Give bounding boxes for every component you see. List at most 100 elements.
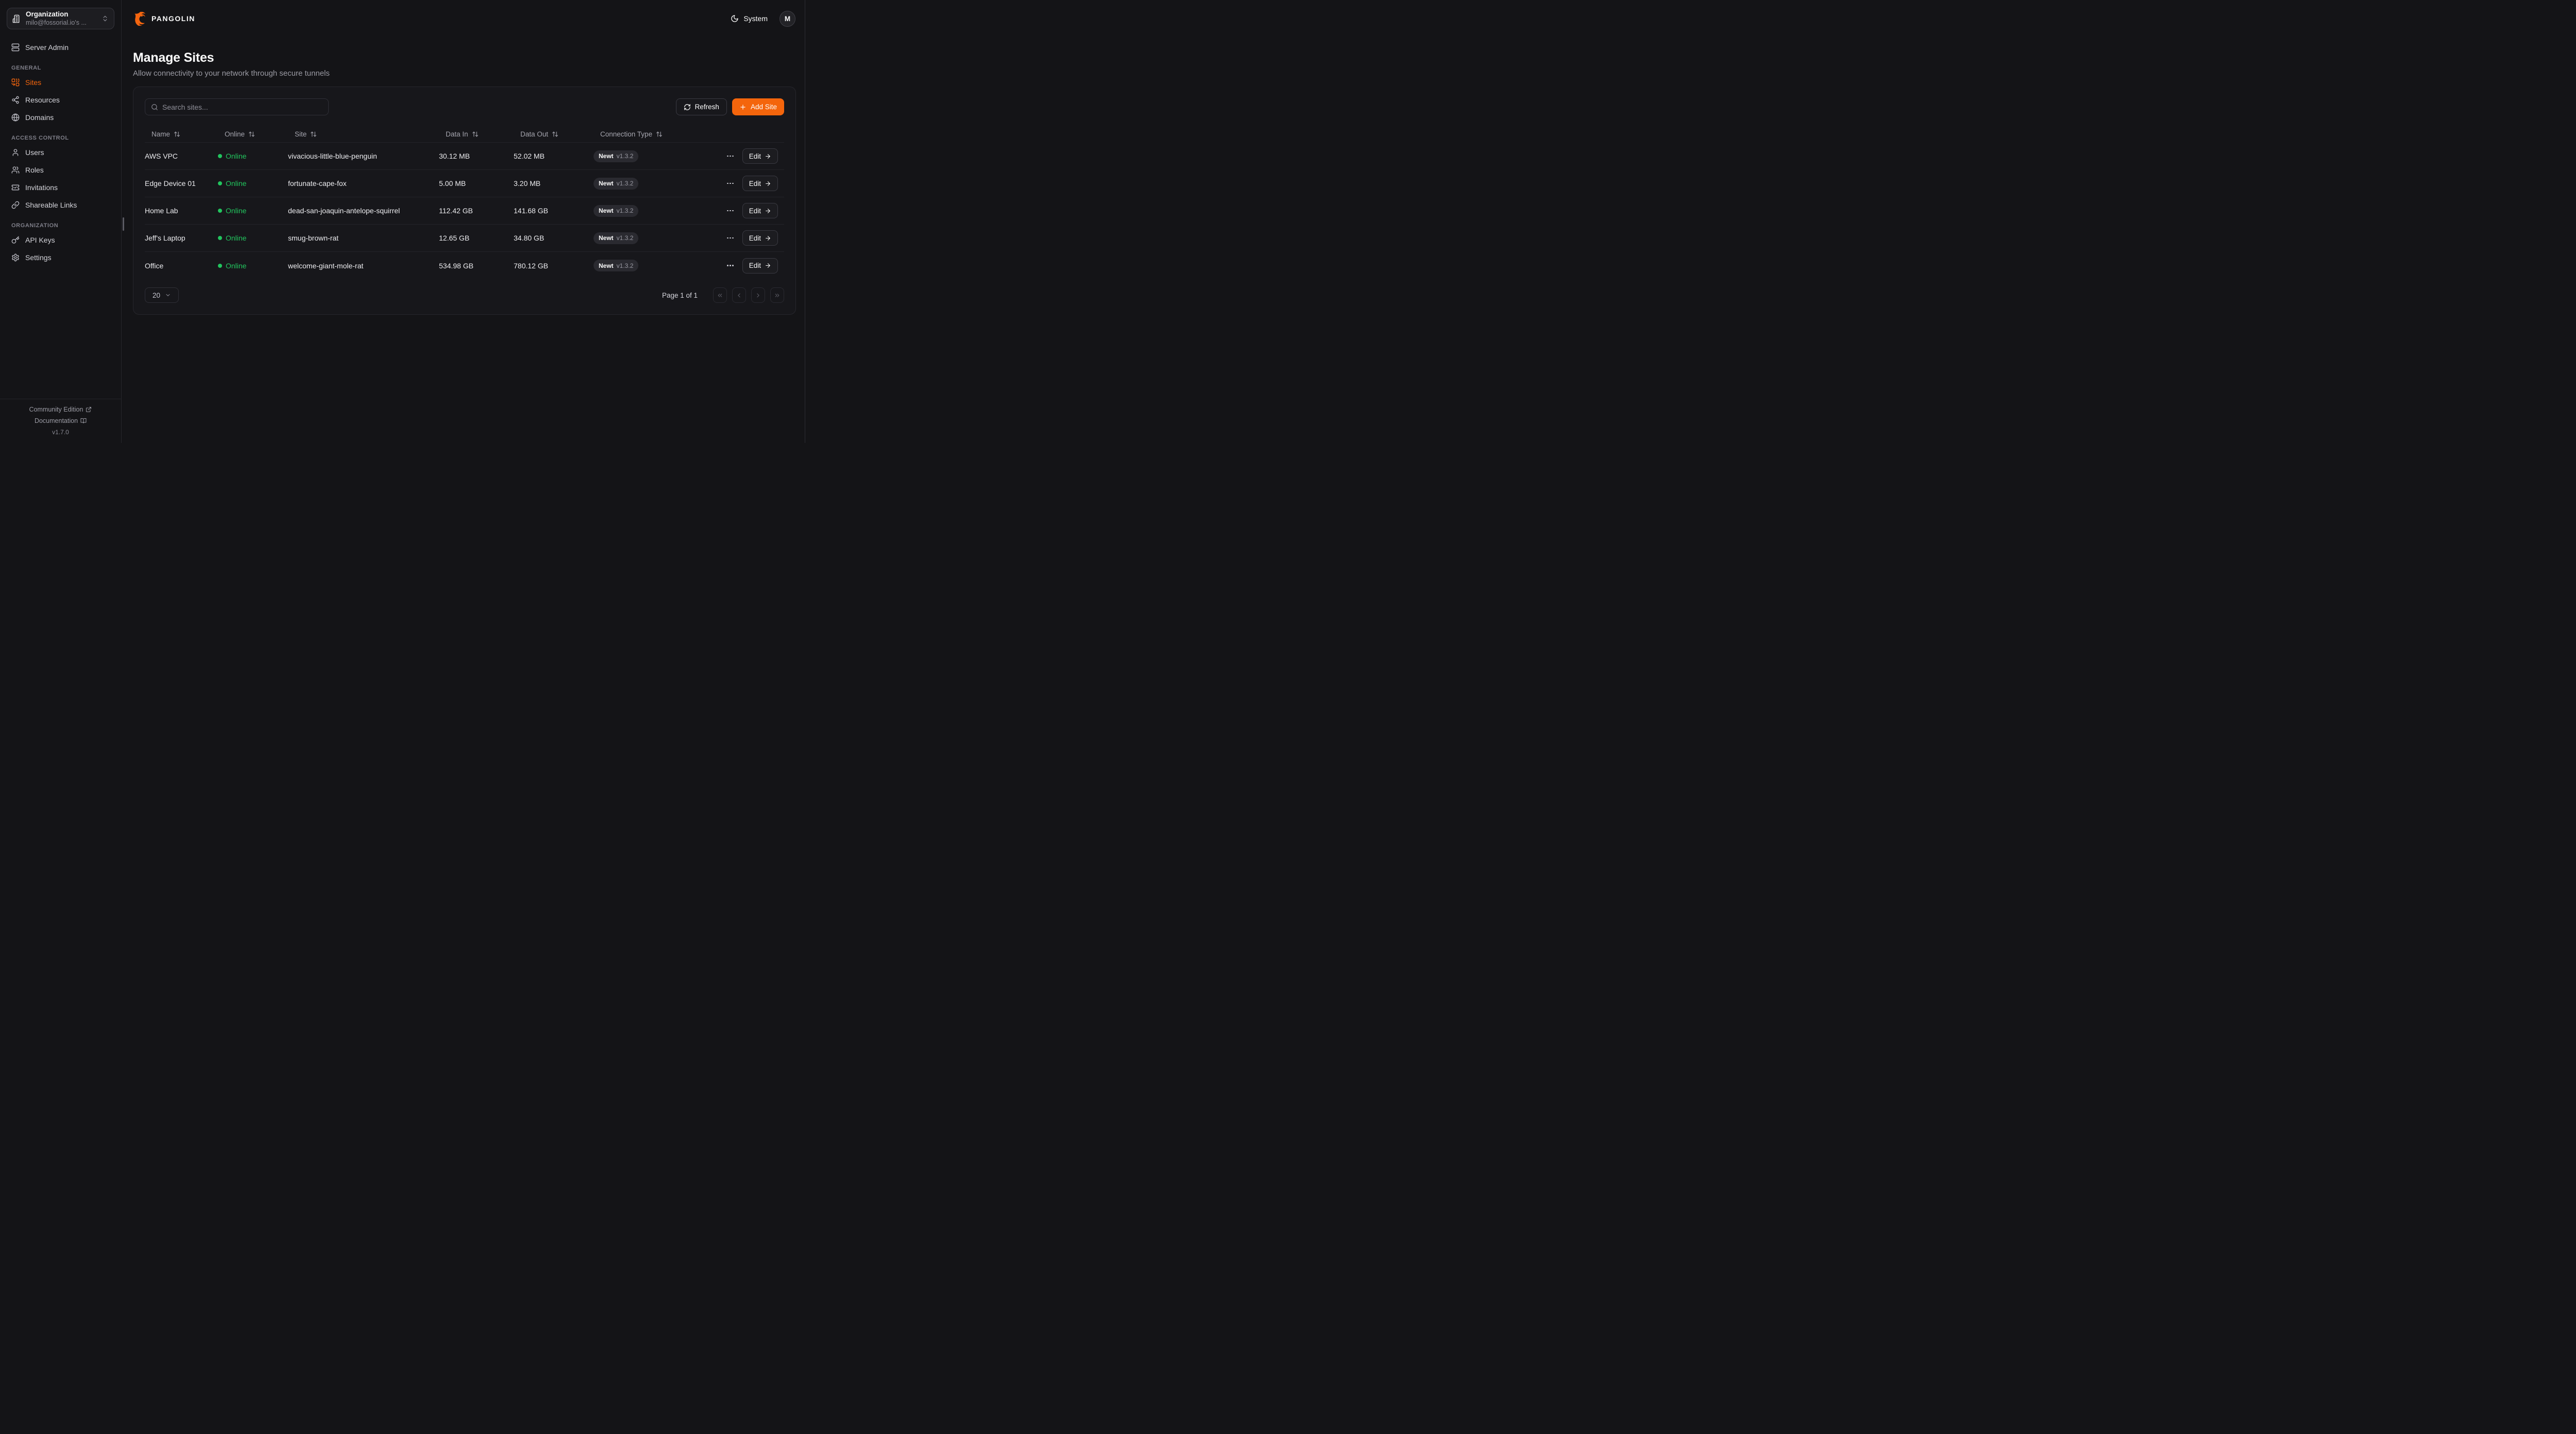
row-menu-ellipsis-icon[interactable] (726, 181, 735, 186)
data-out-cell: 141.68 GB (514, 207, 548, 215)
connection-type-version: v1.3.2 (616, 207, 634, 214)
column-header-data-out[interactable]: Data Out (514, 130, 594, 138)
row-menu-ellipsis-icon[interactable] (726, 153, 735, 159)
top-bar: PANGOLIN System M (122, 0, 808, 37)
community-edition-link[interactable]: Community Edition (5, 404, 116, 415)
row-menu-ellipsis-icon[interactable] (726, 235, 735, 241)
pager-right: Page 1 of 1 (662, 287, 784, 303)
online-status-label: Online (226, 179, 247, 187)
arrow-right-icon (766, 181, 770, 186)
connection-type-version: v1.3.2 (616, 234, 634, 242)
moon-icon (731, 15, 738, 22)
search-input[interactable] (162, 103, 323, 111)
site-name-cell: Home Lab (145, 207, 178, 215)
window-scrollbar-track[interactable] (804, 0, 805, 443)
avatar[interactable]: M (779, 10, 795, 27)
column-header-site[interactable]: Site (288, 130, 439, 138)
pagination-bar: 20 Page 1 of 1 (145, 287, 784, 303)
sidebar-item-label: Server Admin (25, 43, 69, 52)
page-size-value: 20 (152, 291, 161, 299)
add-site-button[interactable]: Add Site (732, 98, 784, 115)
prev-page-button[interactable] (732, 287, 746, 303)
sidebar-item-shareable-links[interactable]: Shareable Links (7, 196, 114, 214)
org-texts: Organization milo@fossorial.io's ... (26, 10, 97, 27)
connection-type-cell: Newt v1.3.2 (594, 150, 715, 162)
sidebar-item-resources[interactable]: Resources (7, 91, 114, 109)
data-in-cell: 5.00 MB (439, 179, 466, 187)
pager-buttons (713, 287, 784, 303)
app-root: Organization milo@fossorial.io's ... Ser… (0, 0, 808, 443)
edit-button[interactable]: Edit (742, 258, 778, 274)
refresh-label: Refresh (694, 103, 719, 111)
column-header-name[interactable]: Name (145, 130, 218, 138)
online-status-dot (218, 181, 222, 185)
edit-label: Edit (749, 207, 761, 215)
sidebar-scrollbar-thumb[interactable] (123, 217, 124, 231)
sites-table: Name Online Site Data In (145, 126, 784, 279)
brand: PANGOLIN (133, 11, 195, 26)
column-header-connection-type[interactable]: Connection Type (594, 130, 715, 138)
edit-button[interactable]: Edit (742, 203, 778, 218)
plus-icon (740, 104, 745, 110)
sites-toolbar: Refresh Add Site (145, 98, 784, 115)
online-status-dot (218, 209, 222, 213)
edit-button[interactable]: Edit (742, 148, 778, 164)
edit-label: Edit (749, 262, 761, 269)
online-status-cell: Online (218, 262, 288, 270)
app-version: v1.7.0 (52, 429, 69, 436)
column-header-online[interactable]: Online (218, 130, 288, 138)
connection-type-badge: Newt v1.3.2 (594, 232, 639, 244)
refresh-button[interactable]: Refresh (675, 98, 727, 115)
connection-type-name: Newt (599, 152, 614, 160)
sidebar-item-label: Sites (25, 78, 42, 87)
page-size-select[interactable]: 20 (145, 287, 179, 303)
online-status-label: Online (226, 207, 247, 215)
connection-type-version: v1.3.2 (616, 262, 634, 269)
site-id-cell: dead-san-joaquin-antelope-squirrel (288, 207, 400, 215)
main-area: PANGOLIN System M Manage Sites Allow con… (122, 0, 808, 443)
row-menu-ellipsis-icon[interactable] (726, 208, 735, 214)
sidebar-item-roles[interactable]: Roles (7, 161, 114, 179)
online-status-label: Online (226, 261, 247, 270)
site-name-cell: AWS VPC (145, 152, 178, 160)
sidebar-item-label: Roles (25, 166, 44, 174)
arrow-right-icon (766, 235, 770, 241)
connection-type-version: v1.3.2 (616, 180, 634, 187)
next-page-button[interactable] (751, 287, 765, 303)
sort-icon (472, 131, 478, 136)
sidebar-item-invitations[interactable]: Invitations (7, 179, 114, 196)
column-header-data-in[interactable]: Data In (439, 130, 514, 138)
topbar-right: System M (731, 10, 795, 27)
sidebar-item-settings[interactable]: Settings (7, 249, 114, 266)
connection-type-cell: Newt v1.3.2 (594, 232, 715, 244)
table-row: Jeff's Laptop Online smug-brown-rat 12.6… (145, 225, 784, 252)
sort-icon (552, 131, 558, 136)
user-icon (12, 149, 19, 156)
sidebar-item-server-admin[interactable]: Server Admin (7, 39, 114, 56)
sidebar-item-users[interactable]: Users (7, 144, 114, 161)
data-in-cell: 30.12 MB (439, 152, 470, 160)
table-body: AWS VPC Online vivacious-little-blue-pen… (145, 143, 784, 279)
column-label: Site (295, 130, 307, 138)
sidebar-item-api-keys[interactable]: API Keys (7, 231, 114, 249)
sidebar-item-label: Settings (25, 253, 52, 262)
first-page-button[interactable] (713, 287, 727, 303)
org-selector[interactable]: Organization milo@fossorial.io's ... (7, 8, 114, 29)
data-in-cell: 534.98 GB (439, 261, 473, 270)
edit-label: Edit (749, 179, 761, 187)
online-status-label: Online (226, 152, 247, 160)
connection-type-badge: Newt v1.3.2 (594, 260, 639, 271)
sidebar-item-sites[interactable]: Sites (7, 74, 114, 91)
org-title: Organization (26, 10, 69, 18)
globe-icon (11, 113, 20, 122)
edit-button[interactable]: Edit (742, 230, 778, 246)
edit-button[interactable]: Edit (742, 176, 778, 191)
sidebar-item-domains[interactable]: Domains (7, 109, 114, 126)
last-page-button[interactable] (770, 287, 784, 303)
sidebar-footer: Community Edition Documentation v1.7.0 (0, 399, 121, 443)
chevron-right-icon (757, 293, 759, 297)
row-menu-ellipsis-icon[interactable] (726, 263, 735, 268)
theme-toggle[interactable]: System (731, 14, 768, 23)
documentation-link[interactable]: Documentation (5, 415, 116, 426)
org-subtitle: milo@fossorial.io's ... (26, 19, 87, 26)
